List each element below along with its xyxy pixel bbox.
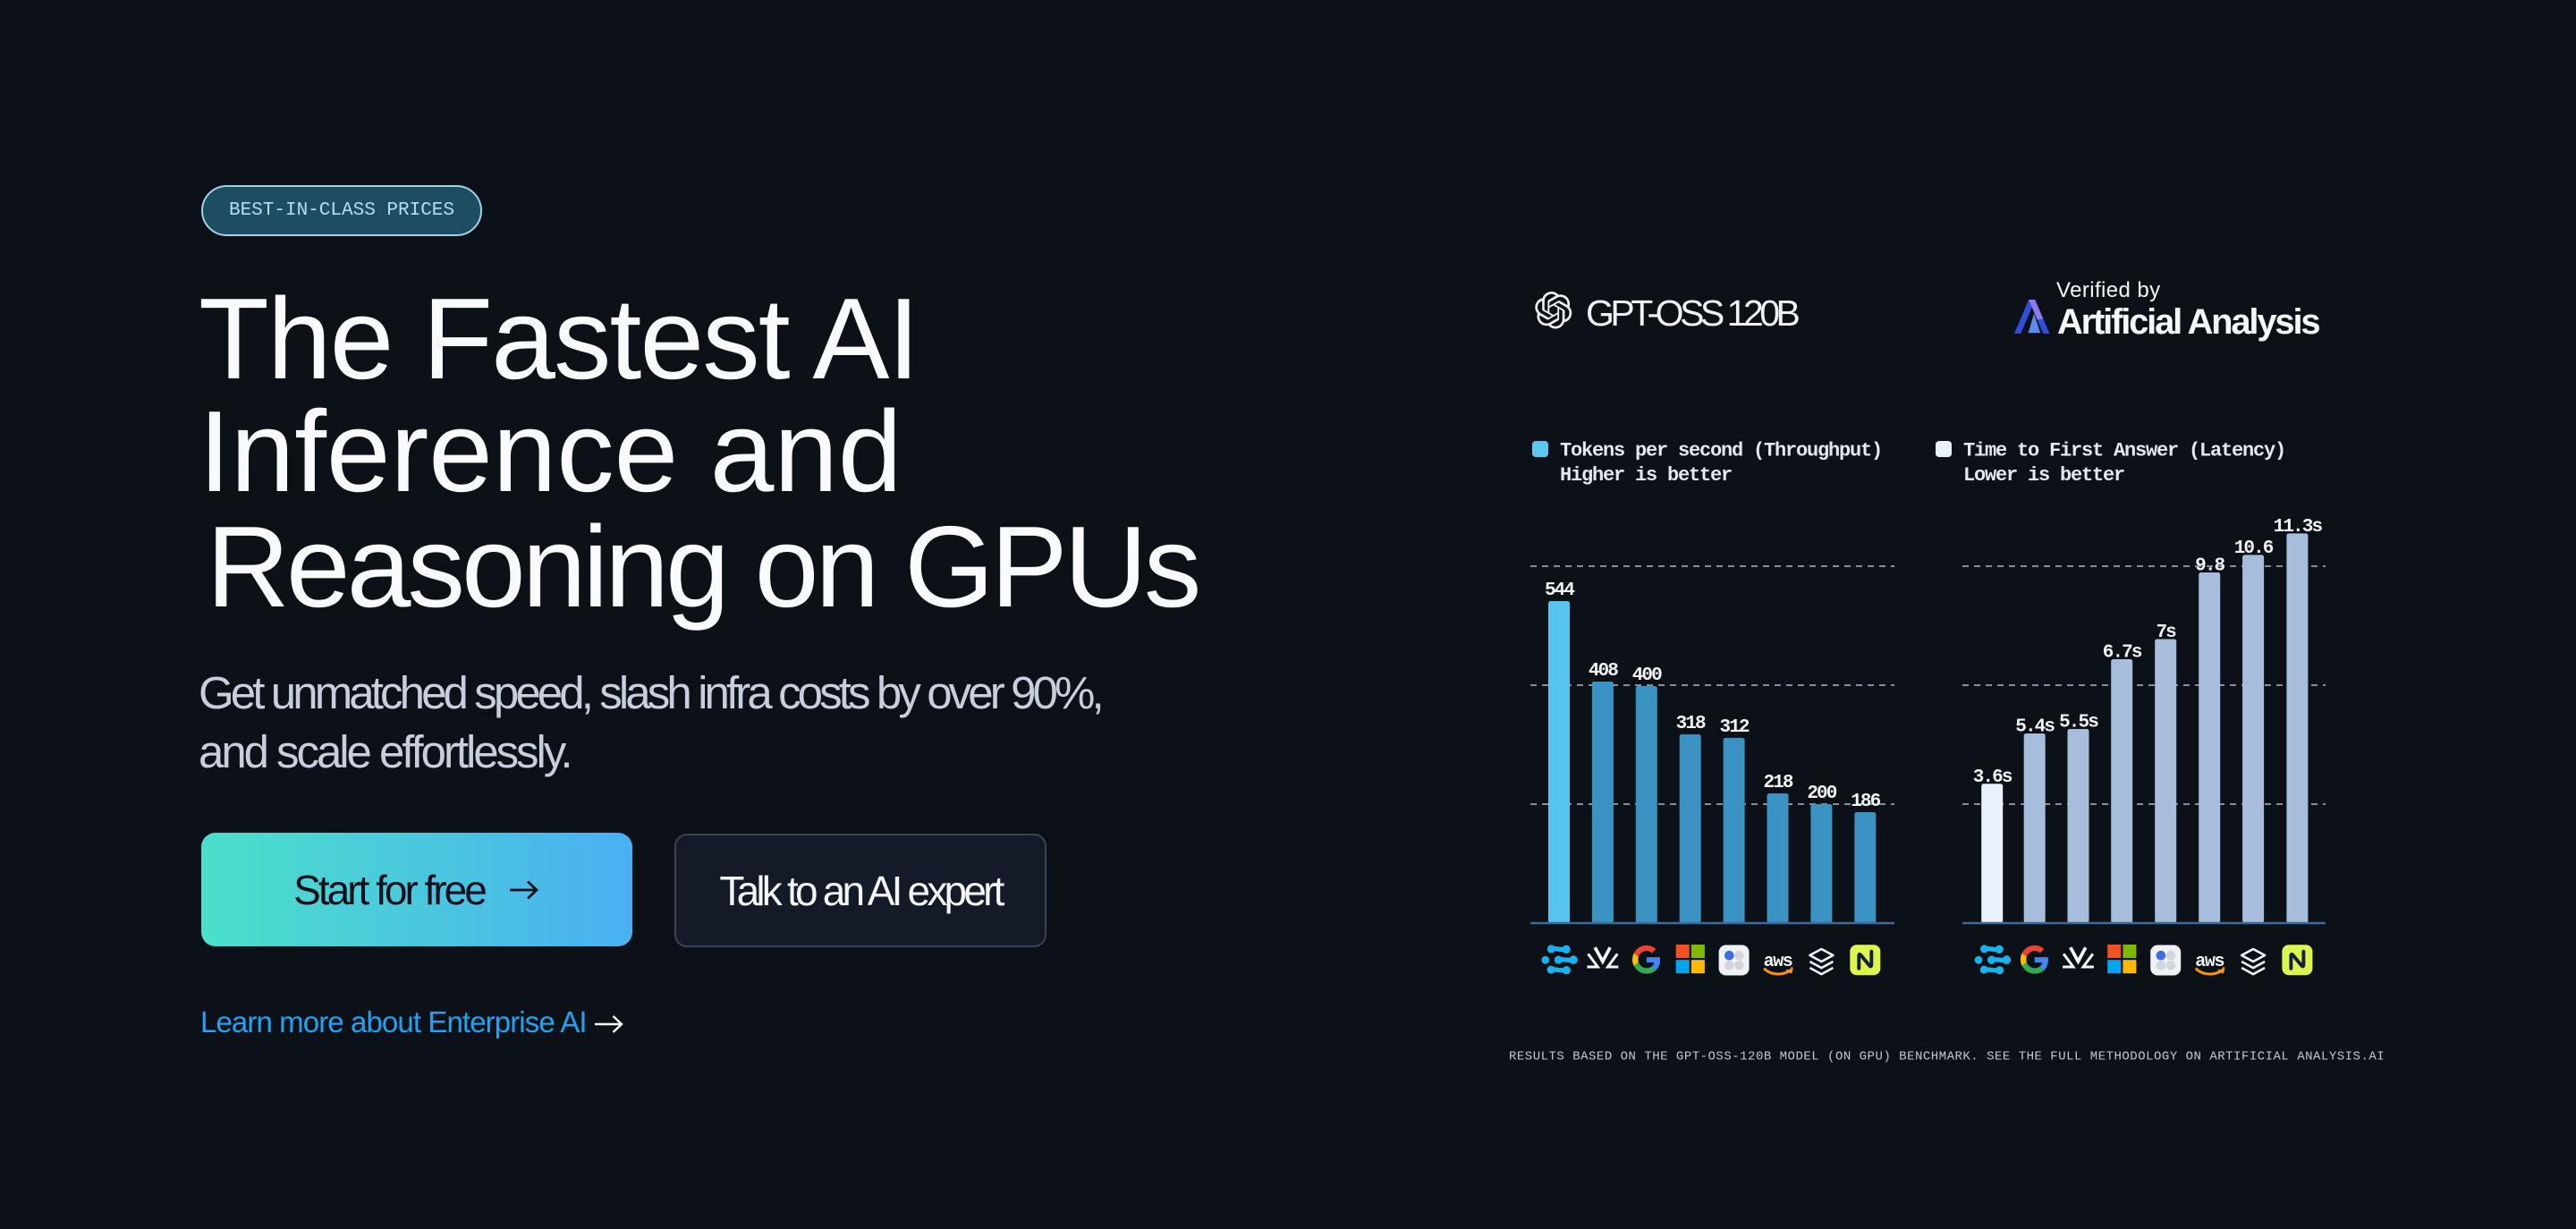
svg-text:5.4s: 5.4s <box>2015 717 2055 738</box>
svg-text:Verified by: Verified by <box>2056 278 2160 302</box>
svg-text:7s: 7s <box>2156 623 2176 643</box>
svg-text:200: 200 <box>1807 784 1836 804</box>
svg-text:3.6s: 3.6s <box>1973 767 2012 788</box>
svg-text:Higher is better: Higher is better <box>1560 464 1732 487</box>
svg-text:GPT-OSS 120B: GPT-OSS 120B <box>1586 292 1800 334</box>
svg-text:5.5s: 5.5s <box>2059 713 2098 733</box>
svg-text:Lower is better: Lower is better <box>1963 464 2124 487</box>
svg-text:408: 408 <box>1589 661 1618 682</box>
svg-text:Tokens per second (Throughput): Tokens per second (Throughput) <box>1560 440 1882 462</box>
svg-text:Time to First Answer (Latency): Time to First Answer (Latency) <box>1963 440 2285 462</box>
svg-text:312: 312 <box>1720 717 1750 738</box>
svg-text:218: 218 <box>1763 773 1792 793</box>
svg-text:9.8: 9.8 <box>2195 556 2224 577</box>
svg-text:318: 318 <box>1676 714 1706 734</box>
svg-text:6.7s: 6.7s <box>2103 643 2142 664</box>
svg-text:544: 544 <box>1545 581 1574 601</box>
svg-text:10.6: 10.6 <box>2234 538 2274 559</box>
svg-text:400: 400 <box>1632 665 1662 686</box>
svg-text:186: 186 <box>1851 792 1880 812</box>
svg-text:11.3s: 11.3s <box>2274 517 2323 538</box>
svg-text:Artificial Analysis: Artificial Analysis <box>2057 302 2319 342</box>
svg-text:RESULTS BASED ON THE GPT-OSS-1: RESULTS BASED ON THE GPT-OSS-120B MODEL … <box>1509 1050 2385 1064</box>
